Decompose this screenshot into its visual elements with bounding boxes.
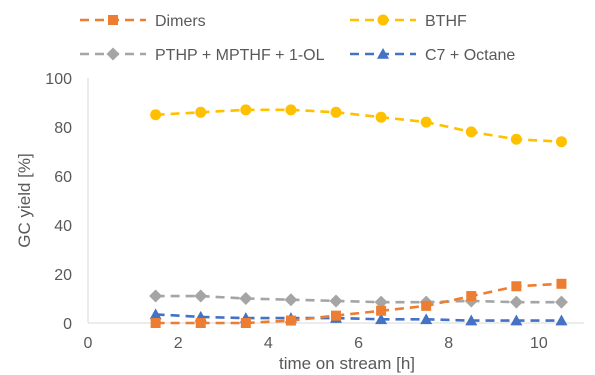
- data-point: [150, 318, 161, 328]
- series-layer: [149, 104, 568, 328]
- data-point: [465, 126, 477, 138]
- y-axis-ticks: 0 20 40 60 80 100: [45, 71, 72, 333]
- data-point: [285, 315, 296, 326]
- x-tick-label: 4: [264, 335, 273, 352]
- data-point: [194, 289, 208, 303]
- legend-item: PTHP + MPTHF + 1-OL: [80, 47, 325, 64]
- data-point: [375, 111, 387, 123]
- data-point: [465, 314, 478, 326]
- series-line: [155, 282, 562, 325]
- legend-item: C7 + Octane: [350, 47, 515, 64]
- x-tick-label: 8: [444, 335, 453, 352]
- y-tick-label: 0: [63, 316, 72, 333]
- data-point: [195, 318, 206, 328]
- data-point: [509, 295, 523, 309]
- data-point: [330, 106, 342, 118]
- data-point: [329, 294, 343, 308]
- data-point: [331, 310, 341, 321]
- data-point: [554, 295, 568, 309]
- x-axis-ticks: 0 2 4 6 8 10: [84, 335, 548, 352]
- data-point: [420, 116, 432, 128]
- y-tick-label: 20: [54, 267, 72, 284]
- x-tick-label: 0: [84, 335, 93, 352]
- data-point: [377, 48, 389, 59]
- legend-label: C7 + Octane: [425, 47, 515, 64]
- y-tick-label: 40: [54, 218, 72, 235]
- data-point: [376, 305, 387, 316]
- legend-item: Dimers: [80, 13, 206, 30]
- x-axis-title: time on stream [h]: [279, 354, 415, 373]
- x-tick-label: 10: [530, 335, 548, 352]
- y-tick-label: 100: [45, 71, 72, 88]
- data-point: [556, 278, 567, 289]
- y-tick-label: 60: [54, 169, 72, 186]
- data-point: [466, 291, 477, 302]
- data-point: [195, 106, 207, 118]
- data-point: [240, 104, 252, 116]
- data-point: [377, 14, 389, 26]
- data-point: [510, 133, 522, 145]
- data-point: [106, 47, 120, 61]
- data-point: [149, 308, 162, 320]
- data-point: [284, 293, 298, 307]
- data-point: [375, 313, 388, 325]
- x-tick-label: 6: [354, 335, 363, 352]
- series-dimers: [150, 278, 567, 328]
- series-bthf: [150, 104, 567, 148]
- legend-label: BTHF: [425, 13, 467, 30]
- x-tick-label: 2: [174, 335, 183, 352]
- data-point: [555, 314, 568, 326]
- data-point: [285, 104, 297, 116]
- data-point: [374, 295, 388, 309]
- legend: Dimers BTHF PTHP + MPTHF + 1-OL C7 + Octane: [80, 13, 515, 64]
- data-point: [240, 318, 251, 328]
- data-point: [555, 136, 567, 148]
- legend-item: BTHF: [350, 13, 467, 30]
- series-line: [155, 294, 562, 304]
- series-line: [155, 108, 562, 143]
- data-point: [421, 300, 432, 311]
- y-axis-title: GC yield [%]: [15, 153, 34, 247]
- data-point: [149, 289, 163, 303]
- data-point: [511, 281, 522, 292]
- data-point: [510, 314, 523, 326]
- legend-label: Dimers: [155, 13, 206, 30]
- y-tick-label: 80: [54, 120, 72, 137]
- data-point: [150, 109, 162, 121]
- series-line: [155, 313, 562, 322]
- series-pthp-mpthf-1-ol: [149, 289, 568, 309]
- data-point: [108, 15, 118, 25]
- data-point: [239, 292, 253, 305]
- data-point: [420, 313, 433, 325]
- legend-label: PTHP + MPTHF + 1-OL: [155, 47, 325, 64]
